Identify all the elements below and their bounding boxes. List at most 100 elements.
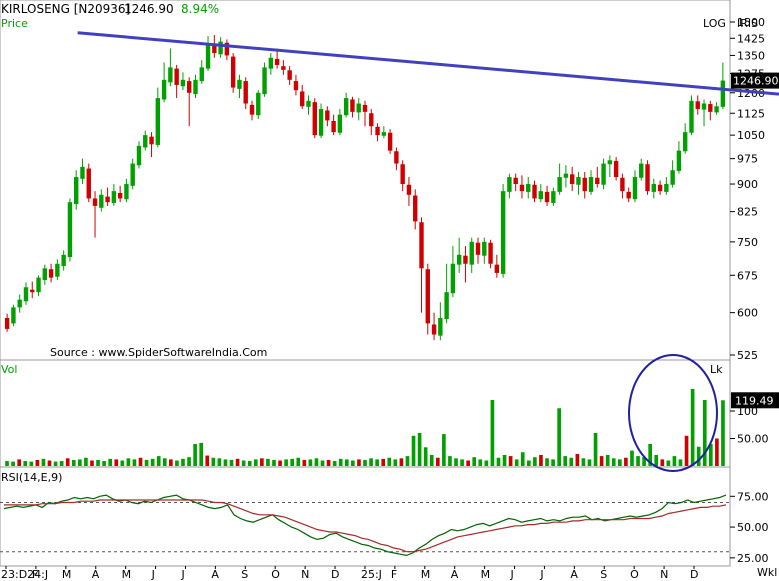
candle-body (469, 241, 474, 265)
time-tick-label: O (271, 568, 280, 581)
candle-body (569, 174, 575, 185)
volume-bar (581, 458, 586, 466)
candle-body (318, 109, 324, 136)
volume-bar (162, 458, 167, 466)
candle-body (431, 324, 437, 335)
volume-bar (169, 459, 173, 466)
candle-body (682, 132, 688, 152)
volume-bar (551, 459, 555, 466)
candle-body (620, 177, 625, 192)
candle-body (607, 160, 613, 165)
log-scale-label[interactable]: LOG (703, 17, 726, 30)
candle-body (174, 68, 179, 85)
candle-body (268, 57, 274, 69)
timeframe-label[interactable]: Wkl (757, 566, 777, 579)
volume-bar (296, 457, 301, 466)
candle-body (595, 177, 600, 185)
volume-bar (429, 455, 434, 466)
candle-body (651, 184, 656, 192)
volume-bar (229, 459, 234, 466)
candlestick-series (4, 34, 726, 341)
volume-bar (381, 458, 386, 466)
volume-bar (587, 459, 592, 466)
candle-body (563, 173, 569, 178)
time-tick-label: F (391, 568, 397, 581)
time-tick-label: S (600, 568, 607, 581)
candle-body (425, 269, 430, 324)
volume-bar (611, 458, 616, 466)
last-price-text: 1246.90 (124, 2, 174, 16)
candle-body (645, 164, 650, 192)
candle-body (708, 104, 713, 112)
volume-bar (338, 458, 343, 466)
candle-body (400, 164, 405, 185)
time-tick-label: A (92, 568, 100, 581)
volume-unit-label: Lk (710, 363, 723, 376)
candle-body (406, 184, 412, 195)
rsi-pane-frame (0, 466, 731, 567)
candle-body (256, 92, 261, 116)
candle-body (526, 184, 531, 192)
candle-body (187, 81, 192, 93)
volume-bar (138, 457, 143, 466)
volume-bar (478, 459, 483, 466)
candle-body (538, 191, 543, 200)
candle-body (281, 66, 286, 70)
candle-body (720, 80, 726, 107)
candle-body (701, 103, 707, 110)
volume-bar (490, 400, 495, 466)
trendline (77, 31, 779, 96)
price-tick-label: 675 (737, 269, 758, 282)
price-tick-label: 975 (737, 153, 758, 166)
volume-bar (11, 461, 15, 466)
volume-bar (642, 457, 646, 466)
candle-body (80, 166, 85, 179)
candle-body (243, 81, 248, 104)
iris-label[interactable]: IRIS (737, 17, 758, 30)
time-tick-label: J (180, 568, 184, 581)
last-volume-tag: 119.49 (731, 392, 779, 409)
volume-bar (205, 455, 210, 466)
volume-bar (71, 459, 76, 466)
rsi-tick-label: 25.00 (737, 552, 769, 565)
volume-bar (332, 461, 337, 466)
candle-body (419, 222, 424, 269)
volume-bar (17, 459, 21, 466)
price-tick-label: 750 (737, 236, 758, 249)
time-tick-label: A (570, 568, 578, 581)
candle-body (381, 132, 387, 136)
candle-body (664, 184, 669, 192)
volume-bar (696, 446, 701, 466)
volume-bar (599, 456, 604, 466)
candle-body (30, 289, 35, 293)
candle-body (695, 101, 700, 110)
volume-bar (460, 459, 464, 466)
candle-body (438, 317, 443, 336)
time-tick-label: M (481, 568, 491, 581)
time-tick-label: D (331, 568, 339, 581)
volume-pane-frame (0, 359, 731, 468)
symbol-title: KIRLOSENG [N20936] (1, 2, 130, 16)
time-tick-label: M (62, 568, 72, 581)
volume-bar (526, 460, 531, 466)
volume-bar (709, 444, 713, 466)
price-tick-label: 525 (737, 349, 758, 362)
candle-body (557, 177, 562, 192)
volume-bar (545, 458, 549, 466)
candle-body (48, 269, 54, 278)
time-tick-label: M (122, 568, 132, 581)
volume-bar (78, 459, 82, 466)
candle-body (23, 287, 29, 302)
candle-body (143, 135, 148, 148)
volume-bar (114, 459, 119, 466)
last-volume-label: 119.49 (735, 394, 774, 407)
volume-bar (387, 457, 392, 466)
candle-body (387, 132, 393, 151)
candle-body (463, 255, 468, 264)
rsi-pane-label: RSI(14,E,9) (1, 471, 62, 484)
volume-bar (363, 459, 367, 466)
volume-bar (520, 452, 525, 466)
volume-bar (375, 459, 379, 466)
price-tick-label: 900 (737, 178, 758, 191)
candle-body (532, 184, 537, 199)
